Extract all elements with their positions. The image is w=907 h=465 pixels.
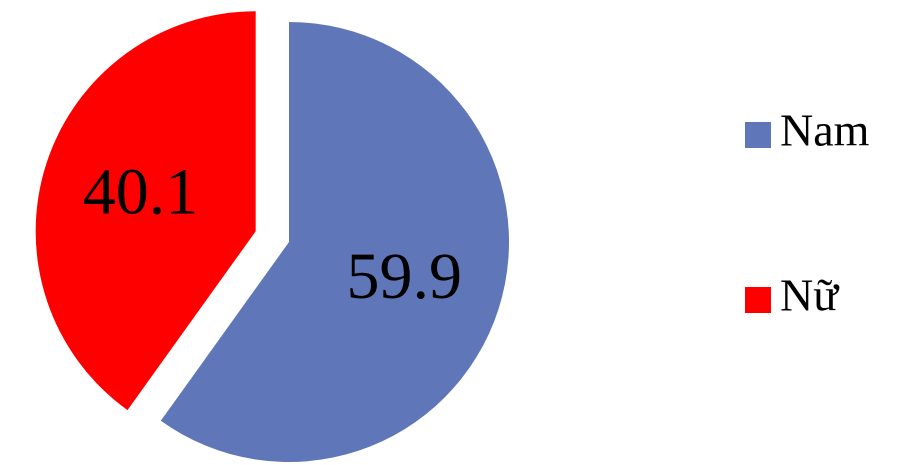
data-label: 40.1 (83, 155, 199, 228)
legend-swatch (745, 122, 771, 148)
legend-label: Nam (780, 105, 870, 156)
pie-slice (35, 11, 256, 411)
legend-label: Nữ (780, 270, 840, 321)
legend-swatch (745, 287, 771, 313)
pie-slice (160, 22, 509, 462)
data-label: 59.9 (346, 240, 462, 313)
